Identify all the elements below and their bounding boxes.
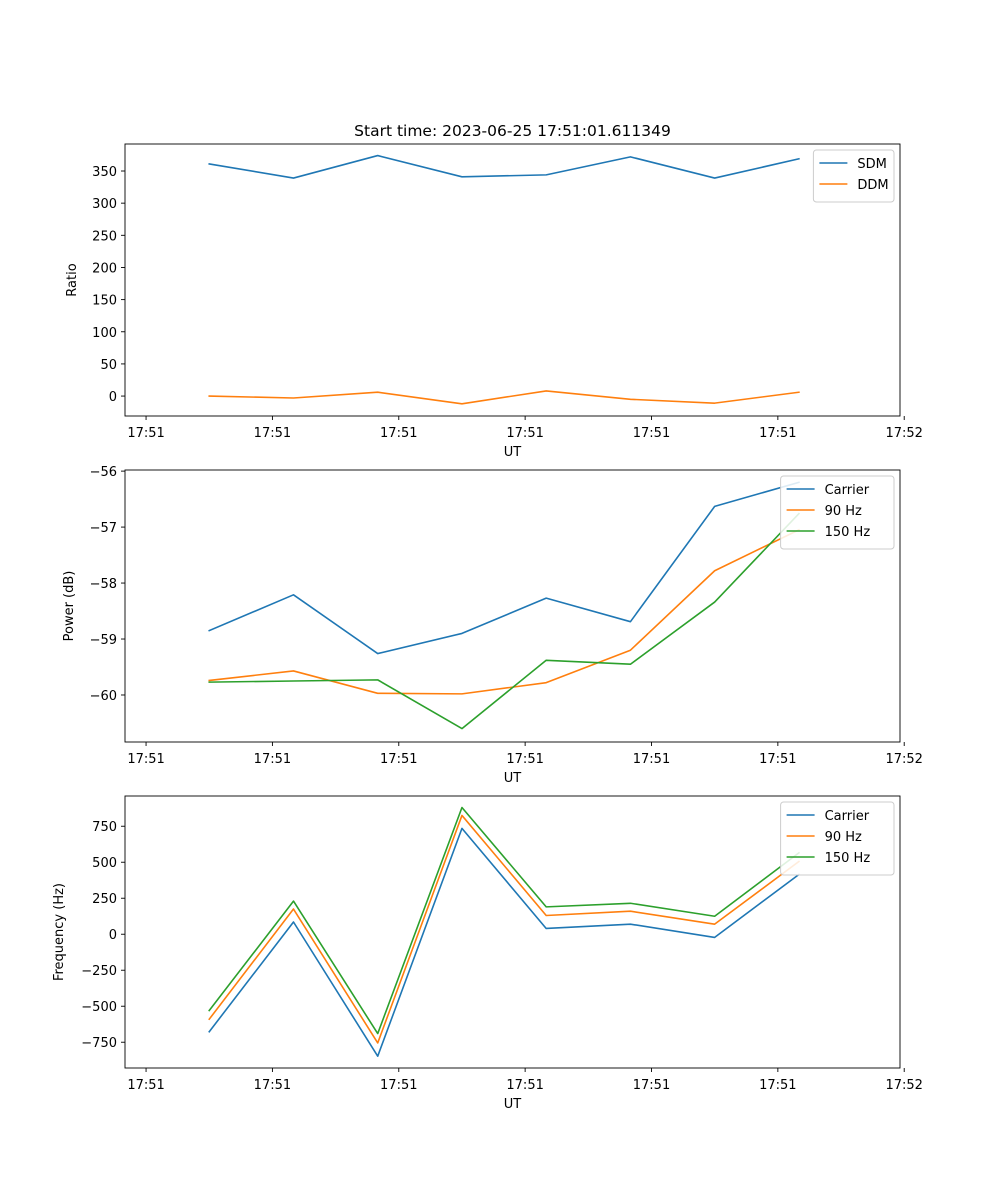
- axes-frame: [124, 469, 901, 743]
- y-tick-label: 100: [92, 326, 117, 341]
- y-tick-label: −56: [90, 465, 117, 480]
- legend-label: SDM: [857, 157, 886, 172]
- legend-label: DDM: [857, 178, 888, 193]
- y-tick-label: 250: [92, 229, 117, 244]
- series-line-ddm: [208, 390, 800, 405]
- series-line-150-hz: [208, 512, 801, 730]
- legend-label: 150 Hz: [825, 525, 871, 540]
- x-tick-label: 17:51: [254, 752, 291, 767]
- y-axis-label: Ratio: [65, 263, 80, 296]
- legend-label: 90 Hz: [825, 830, 862, 845]
- legend: Carrier 90 Hz 150 Hz: [780, 801, 895, 876]
- legend-label: 150 Hz: [825, 851, 871, 866]
- x-tick-label: 17:52: [885, 1078, 922, 1093]
- y-tick-label: 350: [92, 165, 117, 180]
- axes-frame: [124, 795, 901, 1069]
- chart-title: Start time: 2023-06-25 17:51:01.611349: [354, 122, 671, 140]
- y-tick-label: −250: [81, 964, 117, 979]
- x-tick-label: 17:51: [506, 752, 543, 767]
- x-tick-label: 17:51: [380, 752, 417, 767]
- y-axis-label: Power (dB): [62, 571, 77, 642]
- y-tick-label: 200: [92, 261, 117, 276]
- y-tick-label: −750: [81, 1036, 117, 1051]
- subplot-3: 17:51 17:51 17:51 17:51 17:51 17:51 17:52 −750 −…: [52, 795, 923, 1112]
- legend-label: Carrier: [825, 809, 870, 824]
- subplot-2: 17:51 17:51 17:51 17:51 17:51 17:51 17:52 −60 −5…: [62, 465, 923, 786]
- x-tick-label: 17:51: [127, 752, 164, 767]
- y-tick-label: −59: [90, 633, 117, 648]
- y-tick-label: 300: [92, 197, 117, 212]
- y-tick-label: 500: [92, 856, 117, 871]
- x-tick-label: 17:51: [633, 752, 670, 767]
- x-tick-label: 17:51: [633, 426, 670, 441]
- series-line-90-hz: [208, 814, 801, 1044]
- series-line-90-hz: [208, 528, 800, 695]
- x-axis-label: UT: [504, 771, 522, 786]
- x-tick-label: 17:51: [759, 426, 796, 441]
- series-line-sdm: [208, 154, 800, 179]
- legend-label: Carrier: [825, 483, 870, 498]
- x-tick-label: 17:52: [885, 752, 922, 767]
- y-tick-label: −60: [90, 689, 117, 704]
- x-tick-label: 17:51: [254, 426, 291, 441]
- x-tick-label: 17:51: [127, 1078, 164, 1093]
- y-tick-label: −58: [90, 577, 117, 592]
- x-tick-label: 17:51: [380, 1078, 417, 1093]
- legend: SDM DDM: [812, 149, 895, 203]
- y-tick-label: 0: [109, 390, 117, 405]
- y-tick-label: −500: [81, 1000, 117, 1015]
- x-axis-label: UT: [504, 1097, 522, 1112]
- x-tick-label: 17:51: [506, 426, 543, 441]
- series-line-carrier: [208, 827, 801, 1057]
- x-tick-label: 17:51: [380, 426, 417, 441]
- x-tick-label: 17:51: [759, 1078, 796, 1093]
- x-tick-label: 17:51: [633, 1078, 670, 1093]
- y-tick-label: 0: [109, 928, 117, 943]
- series-line-150-hz: [208, 806, 801, 1035]
- x-tick-label: 17:51: [254, 1078, 291, 1093]
- y-tick-label: 250: [92, 892, 117, 907]
- x-tick-label: 17:51: [759, 752, 796, 767]
- legend-label: 90 Hz: [825, 504, 862, 519]
- x-tick-label: 17:52: [885, 426, 922, 441]
- y-tick-label: 750: [92, 820, 117, 835]
- y-tick-label: 50: [100, 358, 117, 373]
- x-tick-label: 17:51: [506, 1078, 543, 1093]
- y-axis-label: Frequency (Hz): [52, 883, 67, 981]
- x-axis-label: UT: [504, 445, 522, 460]
- y-tick-label: 150: [92, 294, 117, 309]
- subplot-1: 17:51 17:51 17:51 17:51 17:51 17:51 17:52 0 50 10…: [65, 122, 923, 460]
- legend: Carrier 90 Hz 150 Hz: [780, 475, 895, 550]
- y-tick-label: −57: [90, 521, 117, 536]
- axes-frame: [124, 143, 901, 417]
- series-line-carrier: [208, 481, 800, 655]
- x-tick-label: 17:51: [127, 426, 164, 441]
